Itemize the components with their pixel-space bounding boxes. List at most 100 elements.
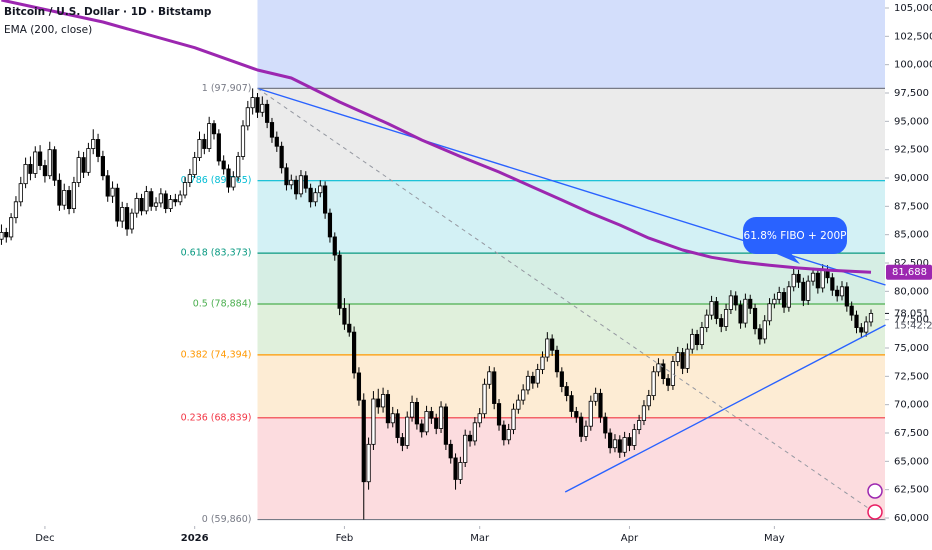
y-tick-label: 90,000 [894, 173, 929, 184]
candle-body [303, 175, 308, 189]
candle-body [738, 304, 743, 324]
candle-body [207, 123, 212, 149]
candle-body [492, 371, 497, 404]
candle-body [728, 295, 733, 310]
candle-body [240, 125, 246, 157]
candle-body [723, 309, 729, 327]
candle-body [632, 429, 637, 446]
fib-label: 0.236 (68,839) [181, 412, 252, 423]
candle-body [86, 148, 91, 173]
candle-body [854, 314, 859, 328]
candle-body [294, 179, 299, 195]
candle-body [762, 320, 767, 340]
y-tick-label: 70,000 [894, 400, 929, 411]
candle-body [23, 163, 28, 185]
candle-body [579, 416, 584, 437]
candle-body [356, 372, 362, 401]
candle-body [115, 187, 120, 222]
candle-body [598, 392, 603, 418]
candle-body [178, 194, 183, 203]
candle-body [670, 361, 676, 386]
candle-body [163, 193, 168, 210]
candle-body [704, 314, 709, 328]
y-tick-label: 72,500 [894, 371, 929, 382]
y-tick-label: 82,500 [894, 258, 929, 269]
y-tick-label: 80,000 [894, 286, 929, 297]
candle-body [694, 333, 700, 345]
candle-body [380, 394, 386, 408]
candle-body [100, 156, 105, 177]
fib-extension-zone [257, 0, 885, 89]
candle-body [511, 408, 516, 431]
candle-body [139, 197, 144, 212]
y-tick-label: 95,000 [894, 116, 929, 127]
candle-body [120, 207, 125, 222]
candle-body [168, 199, 173, 210]
candle-body [18, 183, 23, 203]
candle-body [332, 236, 337, 256]
candle-body [231, 176, 236, 188]
candle-body [197, 139, 202, 158]
candle-body [521, 389, 526, 401]
legend-entry: EMA (200, close) [4, 24, 92, 36]
candle-body [458, 462, 463, 480]
candle-body [308, 187, 313, 203]
candle-body [748, 298, 753, 309]
candle-body [400, 437, 405, 446]
candle-body [91, 139, 96, 149]
candle-body [385, 394, 391, 424]
candle-body [153, 202, 159, 207]
candle-body [752, 307, 758, 330]
candle-body [757, 328, 762, 340]
candle-body [564, 386, 569, 396]
x-tick-label: Feb [336, 533, 354, 544]
candle-body [525, 375, 531, 391]
candle-body [540, 356, 545, 370]
candle-body [574, 411, 579, 418]
candle-body [395, 413, 400, 438]
candle-body [434, 417, 439, 429]
candle-body [284, 167, 289, 186]
y-tick-label: 62,500 [894, 485, 929, 496]
last-price-label: 78,051 [894, 308, 929, 319]
candle-body [477, 413, 482, 424]
candle-body [289, 179, 294, 186]
annotation: 61.8% FIBO + 200P [744, 230, 847, 242]
ema-line [1, 0, 872, 274]
candle-body [202, 139, 207, 149]
fib-zone [257, 417, 885, 520]
trendline [564, 324, 886, 493]
candle-body [221, 160, 226, 170]
icon[interactable] [867, 504, 883, 520]
icon[interactable] [867, 483, 883, 499]
y-tick-label: 102,500 [894, 31, 932, 42]
candle-body [864, 321, 869, 333]
candle-body [347, 323, 352, 333]
candle-body [149, 191, 154, 207]
candle-body [351, 331, 357, 374]
x-tick-label: Mar [470, 533, 490, 544]
candle-body [9, 217, 14, 238]
candle-body [274, 136, 279, 147]
candle-body [298, 175, 304, 195]
candle-body [216, 133, 221, 162]
candle-body [791, 273, 796, 288]
y-tick-label: 105,000 [894, 3, 932, 14]
candle-body [835, 289, 840, 297]
fib-zone [257, 88, 885, 181]
y-tick-label: 87,500 [894, 201, 929, 212]
y-tick-label: 65,000 [894, 456, 929, 467]
candle-body [781, 292, 787, 308]
candle-body [516, 399, 521, 410]
candle-body [501, 424, 506, 441]
candle-body [211, 123, 217, 135]
bubble-tail [772, 252, 800, 264]
candle-body [796, 273, 801, 283]
candle-body [646, 395, 651, 407]
candle-body [62, 190, 67, 206]
candle-body [405, 416, 410, 446]
candle-body [859, 327, 864, 333]
candle-body [830, 277, 835, 291]
candle-body [472, 422, 477, 442]
